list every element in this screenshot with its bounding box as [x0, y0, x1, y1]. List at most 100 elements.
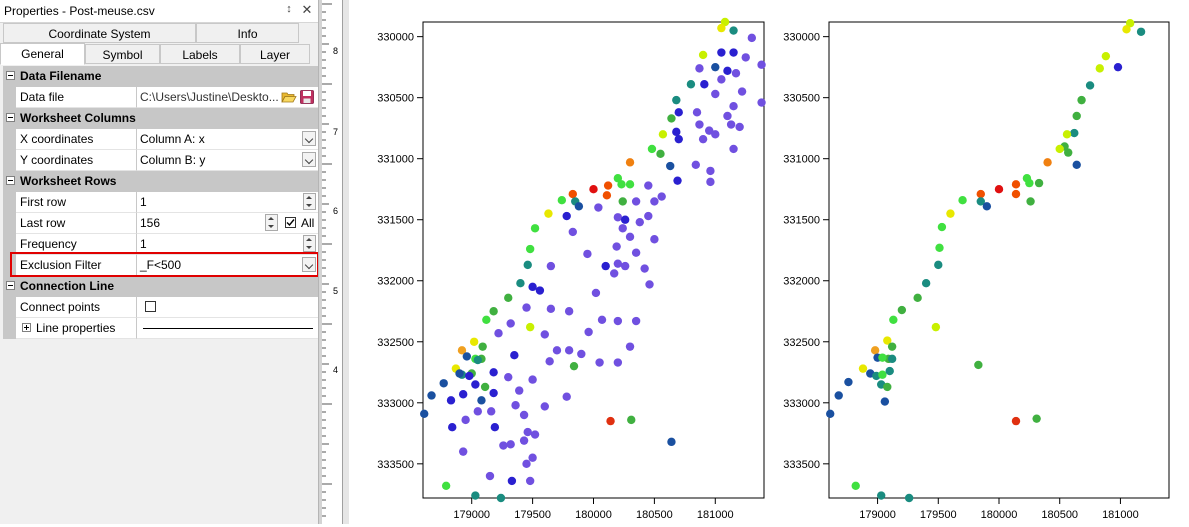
data-point	[658, 130, 668, 139]
data-point	[522, 459, 531, 469]
scatter-plot-filtered[interactable]: 333500 333000 332500 332000 331500 331000 3305…	[783, 19, 1170, 521]
data-point	[686, 80, 696, 89]
data-point	[723, 66, 732, 76]
x-tick-label: 179500	[920, 509, 957, 521]
data-point	[620, 261, 630, 271]
data-point	[544, 209, 553, 218]
section-worksheet-columns[interactable]: Worksheet Columns	[3, 108, 318, 129]
data-point	[613, 358, 623, 367]
data-point	[552, 346, 562, 355]
x-tick-label: 179000	[859, 509, 896, 521]
data-point	[546, 304, 556, 314]
first-row-label: First row	[20, 195, 66, 209]
data-point	[729, 26, 738, 35]
collapse-icon[interactable]	[6, 281, 15, 290]
data-point	[469, 337, 479, 346]
panel-splitter[interactable]	[318, 0, 322, 524]
connect-points-checkbox[interactable]	[145, 301, 156, 312]
data-point	[729, 48, 738, 57]
all-rows-checkbox[interactable]	[285, 217, 296, 228]
collapse-icon[interactable]	[6, 113, 15, 122]
data-point	[489, 388, 498, 398]
line-properties-preview[interactable]	[137, 318, 318, 339]
line-properties-expander[interactable]: Line properties	[16, 318, 137, 339]
x-coordinates-select[interactable]: Column A: x	[137, 129, 318, 150]
tab-labels[interactable]: Labels	[160, 44, 240, 64]
spinner-icon[interactable]	[303, 193, 316, 210]
data-point	[650, 235, 659, 244]
tab-symbol[interactable]: Symbol	[85, 44, 160, 64]
data-point	[594, 203, 603, 212]
data-point	[672, 127, 681, 137]
save-icon[interactable]	[299, 89, 315, 105]
data-point	[589, 185, 598, 194]
data-point	[935, 243, 944, 252]
data-point	[880, 397, 890, 406]
scatter-plot-all[interactable]: 333500 333000 332500 332000 331500 331000 3305…	[377, 17, 766, 521]
data-point	[717, 75, 726, 84]
close-icon[interactable]: ✕	[301, 2, 313, 17]
spinner-icon[interactable]	[265, 214, 278, 231]
data-point	[627, 415, 636, 425]
data-point	[617, 180, 626, 189]
row-frequency: Frequency 1	[3, 234, 318, 255]
tab-layer[interactable]: Layer	[240, 44, 310, 64]
ruler-label: 7	[333, 127, 339, 137]
data-point	[729, 102, 738, 111]
data-point	[666, 161, 675, 171]
data-point	[674, 134, 683, 144]
section-data-filename[interactable]: Data Filename	[3, 66, 318, 87]
exclusion-filter-field[interactable]: _F<500	[137, 255, 318, 276]
data-file-field[interactable]: C:\Users\Justine\Deskto...	[137, 87, 318, 108]
tab-general[interactable]: General	[0, 43, 85, 65]
section-worksheet-rows[interactable]: Worksheet Rows	[3, 171, 318, 192]
data-point	[897, 305, 907, 315]
data-point	[461, 415, 470, 425]
pin-icon[interactable]: ↕	[286, 3, 292, 15]
y-tick-label: 331500	[783, 215, 820, 227]
data-point	[557, 195, 567, 205]
chevron-down-icon[interactable]	[302, 131, 316, 146]
data-point	[591, 288, 601, 298]
data-point	[877, 491, 886, 500]
collapse-icon[interactable]	[6, 176, 15, 185]
data-point	[711, 89, 720, 99]
folder-open-icon[interactable]	[281, 89, 297, 105]
data-point	[667, 437, 676, 447]
y-coordinates-select[interactable]: Column B: y	[137, 150, 318, 171]
data-point	[904, 493, 914, 503]
last-row-stepper[interactable]: 156 All	[137, 213, 318, 234]
first-row-stepper[interactable]: 1	[137, 192, 318, 213]
data-point	[667, 114, 676, 123]
data-point	[602, 191, 612, 200]
data-point	[530, 430, 540, 439]
spinner-icon[interactable]	[303, 235, 316, 252]
data-point	[644, 181, 653, 190]
plot-frame	[422, 21, 765, 499]
section-connection-line[interactable]: Connection Line	[3, 276, 318, 297]
data-point	[523, 427, 532, 437]
data-point	[618, 197, 627, 206]
panel-title: Properties - Post-meuse.csv	[4, 4, 155, 18]
data-point	[706, 177, 715, 187]
chevron-down-icon[interactable]	[302, 152, 316, 167]
data-point	[523, 260, 532, 270]
frequency-stepper[interactable]: 1	[137, 234, 318, 255]
data-point	[691, 160, 700, 169]
data-point	[601, 261, 610, 271]
x-tick-label: 181000	[697, 509, 734, 521]
data-point	[577, 349, 586, 359]
y-tick-label: 332500	[377, 337, 414, 349]
collapse-icon[interactable]	[6, 71, 15, 80]
data-point	[737, 87, 747, 96]
data-point	[717, 23, 726, 33]
tab-label: Info	[237, 27, 258, 41]
tab-label: Symbol	[102, 48, 143, 62]
chevron-down-icon[interactable]	[302, 257, 316, 272]
expand-icon[interactable]	[22, 323, 31, 332]
first-row-value: 1	[140, 195, 147, 209]
data-point	[657, 192, 666, 201]
data-point	[858, 364, 868, 373]
tab-coordinate-system[interactable]: Coordinate System	[3, 23, 196, 43]
tab-info[interactable]: Info	[196, 23, 299, 43]
